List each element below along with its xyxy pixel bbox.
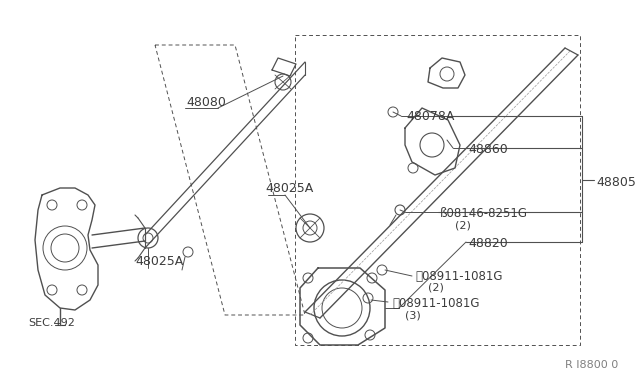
Text: (2): (2)	[428, 283, 444, 293]
Text: Ⓟ08911-1081G: Ⓟ08911-1081G	[415, 270, 502, 283]
Text: 48820: 48820	[468, 237, 508, 250]
Text: R I8800 0: R I8800 0	[565, 360, 618, 370]
Text: (2): (2)	[455, 220, 471, 230]
Text: ß08146-8251G: ß08146-8251G	[440, 207, 528, 220]
Text: 48805: 48805	[596, 176, 636, 189]
Text: 48025A: 48025A	[265, 182, 313, 195]
Text: 48860: 48860	[468, 143, 508, 156]
Text: Ⓟ08911-1081G: Ⓟ08911-1081G	[392, 297, 479, 310]
Text: (3): (3)	[405, 310, 420, 320]
Text: SEC.492: SEC.492	[28, 318, 75, 328]
Circle shape	[388, 107, 398, 117]
Text: 48025A: 48025A	[135, 255, 183, 268]
Text: 48080: 48080	[186, 96, 226, 109]
Text: 48078A: 48078A	[406, 110, 454, 123]
